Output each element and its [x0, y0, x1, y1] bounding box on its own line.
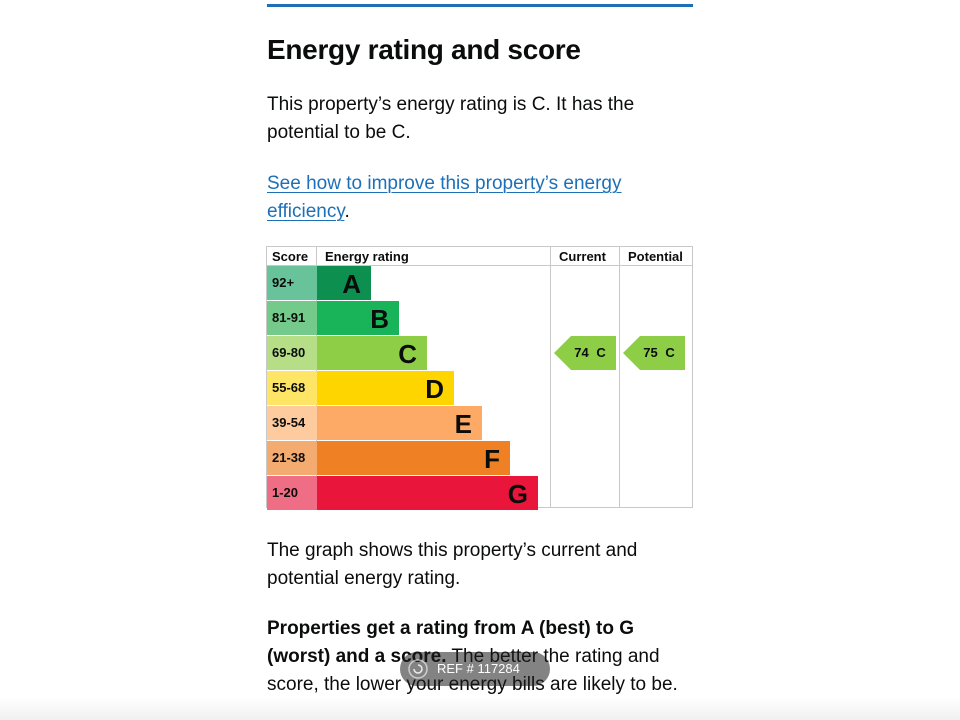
rating-bar-b: B [317, 301, 399, 335]
graph-description: The graph shows this property’s current … [267, 540, 638, 589]
rating-band-a: 92+ A [267, 266, 550, 300]
rating-band-g: 1-20 G [267, 476, 550, 510]
rating-intro: This property’s energy rating is C. It h… [267, 94, 635, 143]
header-potential: Potential [628, 249, 683, 264]
divider-rating [550, 247, 551, 507]
score-range-e: 39-54 [267, 406, 317, 440]
rating-letter-g: G [507, 479, 528, 509]
bottom-toolbar-fade [0, 698, 960, 720]
rating-letter-a: A [342, 269, 361, 299]
rating-letter-c: C [398, 339, 417, 369]
potential-arrow-shape [623, 336, 685, 370]
rating-band-f: 21-38 F [267, 441, 550, 475]
score-range-c: 69-80 [267, 336, 317, 370]
rating-band-b: 81-91 B [267, 301, 550, 335]
rating-bar-d: D [317, 371, 454, 405]
current-arrow-shape [554, 336, 616, 370]
refresh-icon [408, 659, 428, 679]
potential-rating-label: 75 C [643, 345, 675, 360]
rating-bar-e: E [317, 406, 482, 440]
rating-letter-e: E [454, 409, 472, 439]
energy-rating-chart: Score Energy rating Current Potential 92… [266, 246, 693, 510]
improve-paragraph: See how to improve this property’s energ… [267, 170, 697, 226]
improve-efficiency-link[interactable]: See how to improve this property’s energ… [267, 173, 622, 222]
properties-bold-text: Properties get a rating from A (best) to… [267, 618, 635, 667]
header-current: Current [559, 249, 606, 264]
rating-bar-c: C [317, 336, 427, 370]
header-energy-rating: Energy rating [325, 249, 409, 264]
current-rating-arrow: 74 C [554, 336, 616, 370]
potential-rating-arrow: 75 C [623, 336, 685, 370]
rating-band-e: 39-54 E [267, 406, 550, 440]
rating-bar-f: F [317, 441, 510, 475]
watermark-text: REF # 117284 [437, 661, 520, 676]
header-divider [267, 265, 692, 266]
rating-band-c: 69-80 C [267, 336, 550, 370]
rating-letter-d: D [425, 374, 444, 404]
divider-current [619, 247, 620, 507]
score-range-a: 92+ [267, 266, 317, 300]
rating-bar-g: G [317, 476, 538, 510]
score-range-b: 81-91 [267, 301, 317, 335]
score-range-d: 55-68 [267, 371, 317, 405]
rating-bar-a: A [317, 266, 371, 300]
current-rating-label: 74 C [574, 345, 606, 360]
watermark-badge: REF # 117284 [400, 652, 550, 686]
improve-period: . [344, 201, 350, 222]
top-rule [267, 4, 693, 7]
score-range-g: 1-20 [267, 476, 317, 510]
rating-band-d: 55-68 D [267, 371, 550, 405]
header-score: Score [272, 249, 309, 264]
rating-letter-b: B [370, 304, 389, 334]
score-range-f: 21-38 [267, 441, 317, 475]
page-title: Energy rating and score [267, 34, 581, 65]
rating-letter-f: F [484, 444, 500, 474]
